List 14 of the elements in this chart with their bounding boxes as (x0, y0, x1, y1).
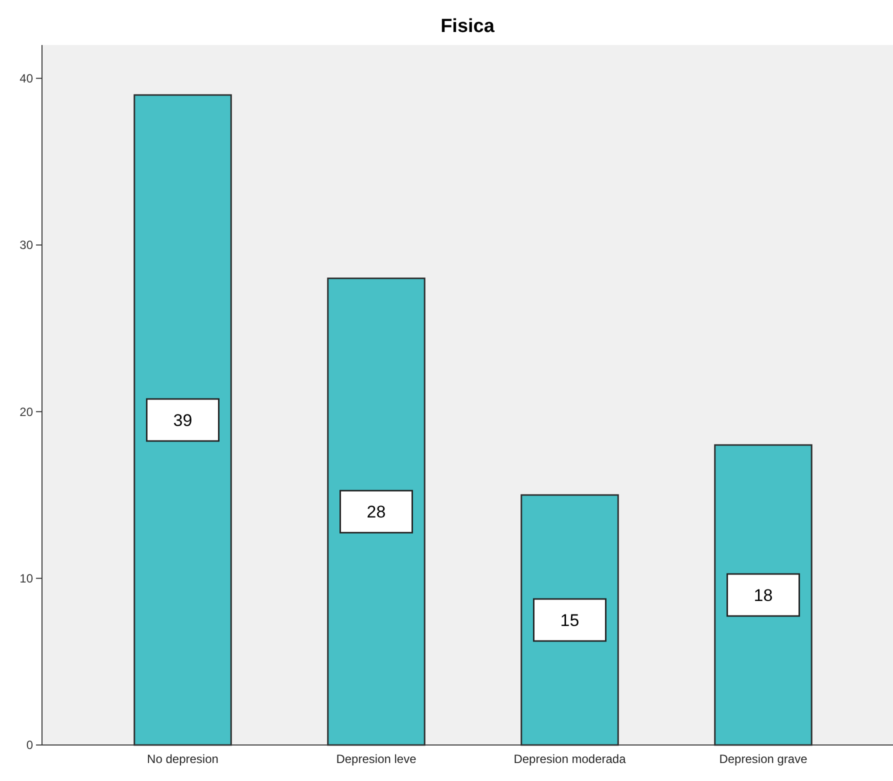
x-tick-label: Depresion grave (719, 752, 808, 766)
y-tick-label: 10 (20, 572, 34, 586)
y-tick-label: 40 (20, 72, 34, 86)
x-tick-label: Depresion leve (336, 752, 417, 766)
y-tick-label: 20 (20, 404, 34, 419)
data-label: 28 (366, 502, 386, 522)
x-tick-label: Depresion moderada (514, 752, 626, 766)
data-label: 15 (560, 610, 580, 630)
y-tick-label: 0 (26, 738, 34, 752)
data-label: 18 (754, 586, 773, 605)
y-tick-label: 30 (20, 238, 34, 252)
data-label: 39 (173, 410, 192, 430)
x-tick-label: No depresion (147, 752, 218, 766)
chart-title: Fisica (440, 16, 495, 37)
